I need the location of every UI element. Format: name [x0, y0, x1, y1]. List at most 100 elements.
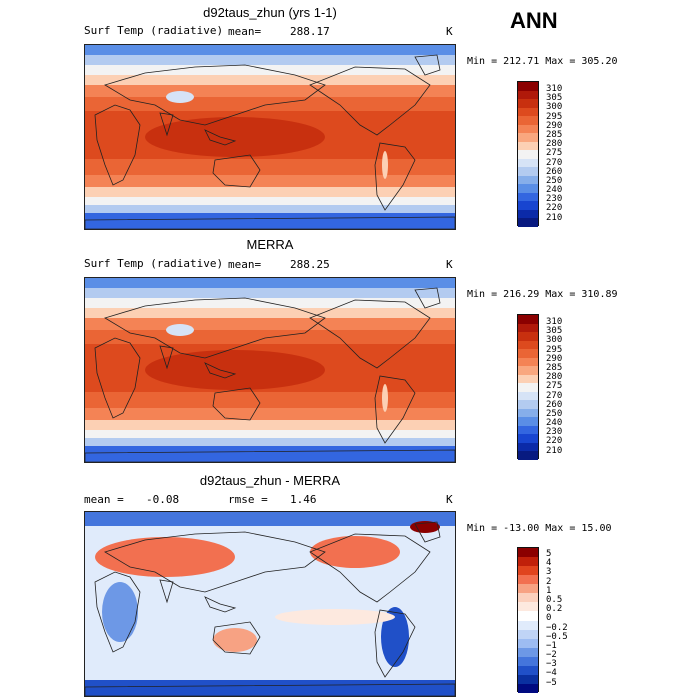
colorbar-tick-label: −0.5 — [546, 631, 568, 642]
colorbar-swatch — [518, 638, 538, 648]
panel1-units: K — [446, 25, 453, 38]
colorbar-tick-label: −5 — [546, 677, 557, 688]
colorbar-tick-label: −1 — [546, 640, 557, 651]
colorbar-tick-label: 260 — [546, 399, 563, 410]
panel3-colorbar — [517, 547, 539, 693]
diff-samerica-cool — [381, 607, 409, 667]
colorbar-tick-label: 1 — [546, 585, 552, 596]
temperature-band — [85, 197, 455, 205]
colorbar-tick-label: 285 — [546, 129, 563, 140]
temperature-band — [85, 85, 455, 97]
andes-spot — [382, 151, 388, 179]
colorbar-tick-label: −2 — [546, 650, 557, 661]
colorbar-swatch — [518, 620, 538, 630]
colorbar-swatch — [518, 158, 538, 168]
colorbar-tick-label: 230 — [546, 194, 563, 205]
colorbar-tick-label: 285 — [546, 362, 563, 373]
colorbar-tick-label: 0.5 — [546, 594, 563, 605]
colorbar-swatch — [518, 150, 538, 159]
colorbar-swatch — [518, 665, 538, 675]
colorbar-swatch — [518, 366, 538, 375]
panel3-mean-value: -0.08 — [146, 493, 180, 506]
temperature-band — [85, 159, 455, 175]
panel2-map — [84, 277, 456, 463]
coastline — [104, 64, 326, 126]
colorbar-tick-label: 210 — [546, 212, 563, 223]
temperature-band — [85, 318, 455, 330]
colorbar-tick-label: 295 — [546, 111, 563, 122]
coastline — [204, 596, 237, 613]
colorbar-tick-label: −4 — [546, 668, 557, 679]
colorbar-swatch — [518, 332, 538, 341]
temperature-band — [85, 45, 455, 55]
season-label: ANN — [510, 8, 558, 33]
coastline — [414, 287, 441, 309]
diff-eurasia-warm — [95, 537, 235, 577]
colorbar-tick-label: 270 — [546, 390, 563, 401]
coastline — [94, 571, 141, 653]
colorbar-swatch — [518, 201, 538, 210]
coastline — [414, 54, 441, 76]
panel1-field-label: Surf Temp (radiative) — [84, 24, 224, 37]
coastline — [212, 621, 261, 655]
coastline — [85, 683, 455, 696]
temperature-band — [85, 75, 455, 85]
panel2-minmax: Min = 216.29 Max = 310.89 — [467, 289, 618, 300]
coastline — [85, 216, 455, 229]
colorbar-tick-label: 240 — [546, 185, 563, 196]
colorbar-swatch — [518, 124, 538, 134]
colorbar-swatch — [518, 593, 538, 603]
temperature-band — [85, 420, 455, 430]
colorbar-tick-label: 0.2 — [546, 604, 563, 615]
colorbar-swatch — [518, 192, 538, 202]
diff-pacific-band — [275, 609, 395, 625]
panel2-mean-label: mean= — [228, 258, 262, 271]
colorbar-tick-label: 275 — [546, 381, 563, 392]
colorbar-swatch — [518, 584, 538, 594]
coastline — [374, 609, 416, 678]
colorbar-swatch — [518, 349, 538, 358]
colorbar-swatch — [518, 218, 538, 227]
colorbar-swatch — [518, 434, 538, 443]
temperature-band — [85, 288, 455, 298]
colorbar-swatch — [518, 408, 538, 418]
colorbar-swatch — [518, 209, 538, 219]
colorbar-swatch — [518, 656, 538, 666]
coastline — [159, 579, 174, 604]
colorbar-swatch — [518, 548, 538, 558]
colorbar-swatch — [518, 674, 538, 684]
colorbar-swatch — [518, 575, 538, 585]
colorbar-tick-label: 5 — [546, 549, 552, 559]
colorbar-tick-label: 260 — [546, 166, 563, 177]
colorbar-tick-label: −0.2 — [546, 622, 568, 633]
temperature-band — [85, 446, 455, 462]
coastline — [85, 449, 455, 462]
panel2-mean-value: 288.25 — [290, 258, 330, 271]
colorbar-tick-label: 300 — [546, 335, 563, 346]
andes-spot — [382, 384, 388, 412]
coastline — [309, 533, 431, 603]
temperature-band — [85, 308, 455, 318]
colorbar-tick-label: 290 — [546, 120, 563, 131]
colorbar-tick-label: 280 — [546, 372, 563, 383]
panel1-map — [84, 44, 456, 230]
panel3-colorbar-labels: 5 4 3 2 1 0.5 0.2 0 −0.2 −0.5 −1 −2 −3 −4 −5 — [546, 549, 568, 688]
colorbar-swatch — [518, 107, 538, 117]
panel1-minmax: Min = 212.71 Max = 305.20 — [467, 56, 618, 67]
panel2-units: K — [446, 258, 453, 271]
colorbar-tick-label: 310 — [546, 84, 563, 94]
colorbar-tick-label: 280 — [546, 139, 563, 150]
colorbar-swatch — [518, 647, 538, 657]
coastline — [212, 387, 261, 421]
coastline — [204, 362, 237, 379]
tibet-cold-spot — [166, 324, 194, 336]
colorbar-swatch — [518, 133, 538, 142]
coastline — [94, 104, 141, 186]
temperature-band — [85, 205, 455, 213]
panel2-title: MERRA — [246, 237, 294, 252]
panel3-mean-label: mean = — [84, 493, 124, 506]
panel1-colorbar-labels: 310 305 300 295 290 285 280 275 270 260 250 240 230 2… — [546, 84, 563, 223]
colorbar-tick-label: 295 — [546, 344, 563, 355]
temperature-band — [85, 175, 455, 187]
colorbar-swatch — [518, 383, 538, 392]
